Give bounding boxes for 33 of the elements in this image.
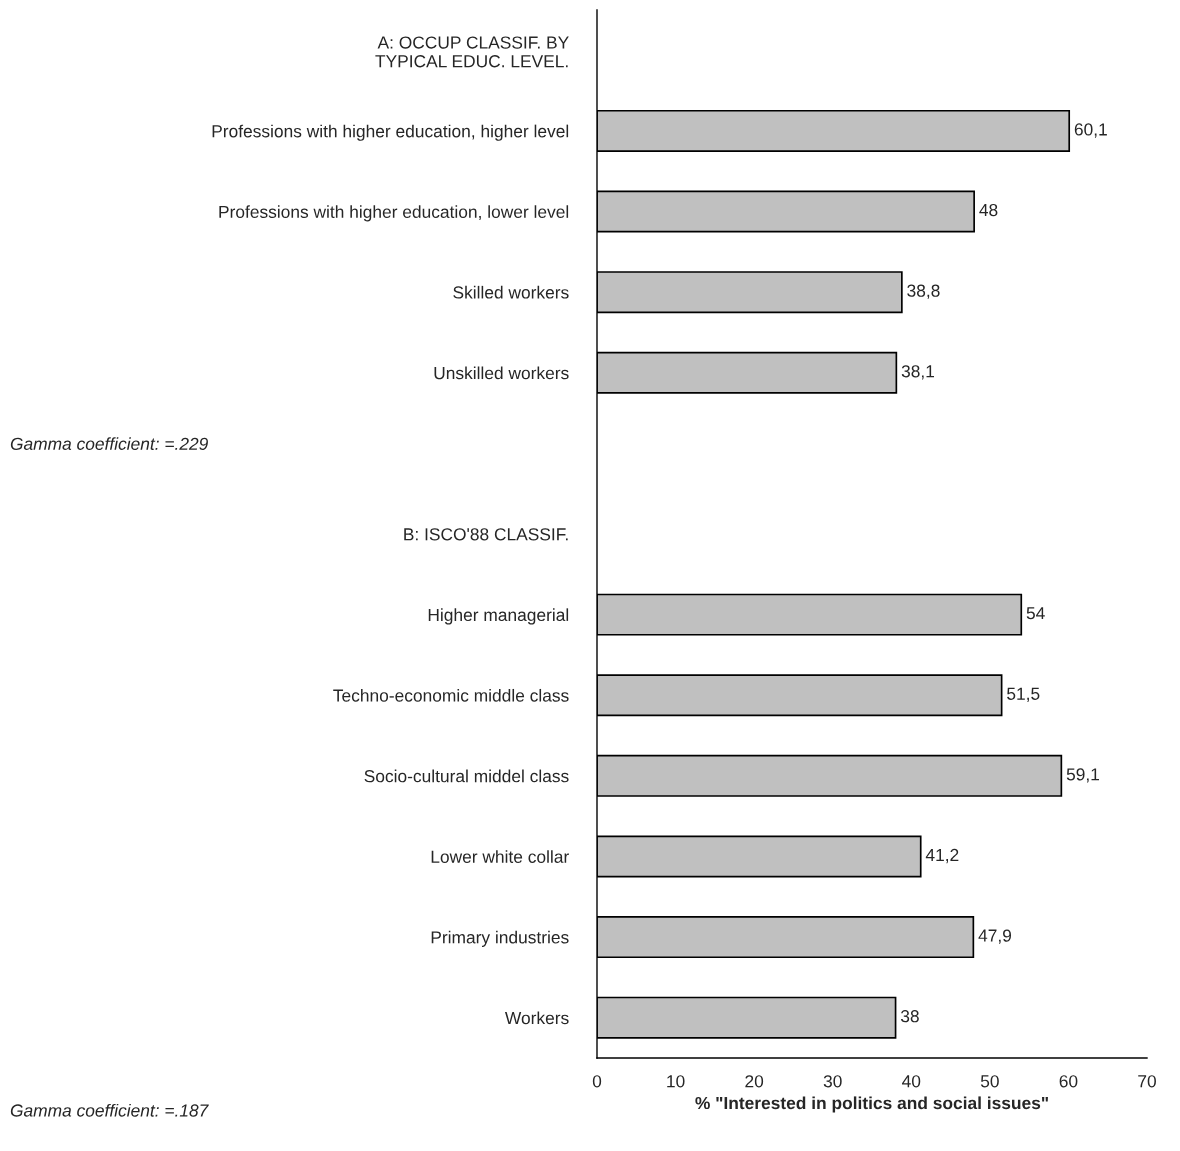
x-tick-label: 70 [1138, 1075, 1156, 1088]
y-tick-label: Skilled workers [453, 285, 569, 299]
data-label: 41,2 [925, 848, 959, 864]
data-label: 38,8 [907, 284, 940, 299]
text: Gamma coefficient: =.229 [10, 437, 208, 450]
data-label: 48 [979, 203, 998, 217]
x-tick-label: 0 [592, 1075, 602, 1088]
y-tick-label: Lower white collar [431, 850, 569, 863]
y-tick-label: Workers [504, 1011, 569, 1025]
y-tick-label: Professions with higher education, higher level [212, 124, 569, 141]
data-label: 47,9 [978, 929, 1012, 944]
data-label: 51,5 [1007, 687, 1040, 702]
y-tick-label: Techno-economic middle class [333, 688, 569, 702]
x-tick-label: 10 [667, 1075, 685, 1088]
data-label: 59,1 [1066, 768, 1100, 783]
data-label: 38,1 [901, 365, 935, 380]
data-label: 60,1 [1074, 123, 1107, 138]
text: Gamma coefficient: =.187 [10, 1103, 209, 1117]
y-tick-label: Professions with higher education, lower level [219, 205, 569, 222]
data-label: 54 [1026, 607, 1045, 620]
y-tick-label: A: OCCUP CLASSIF. BY TYPICAL EDUC. LEVEL. [375, 36, 569, 68]
y-tick-label: Socio-cultural middel class [364, 769, 569, 783]
x-tick-label: 40 [902, 1075, 921, 1088]
x-tick-label: 60 [1059, 1075, 1078, 1088]
x-axis-title: % "Interested in politics and social issues" [695, 1096, 1048, 1113]
x-tick-label: 20 [745, 1075, 764, 1088]
y-tick-label: Unskilled workers [434, 366, 569, 380]
y-tick-label: Higher managerial [428, 608, 569, 625]
data-label: 38 [900, 1010, 919, 1023]
y-tick-label: Primary industries [431, 930, 569, 947]
x-tick-label: 30 [823, 1075, 842, 1088]
x-tick-label: 50 [980, 1075, 999, 1088]
y-tick-label: B: ISCO'88 CLASSIF. [404, 528, 568, 541]
